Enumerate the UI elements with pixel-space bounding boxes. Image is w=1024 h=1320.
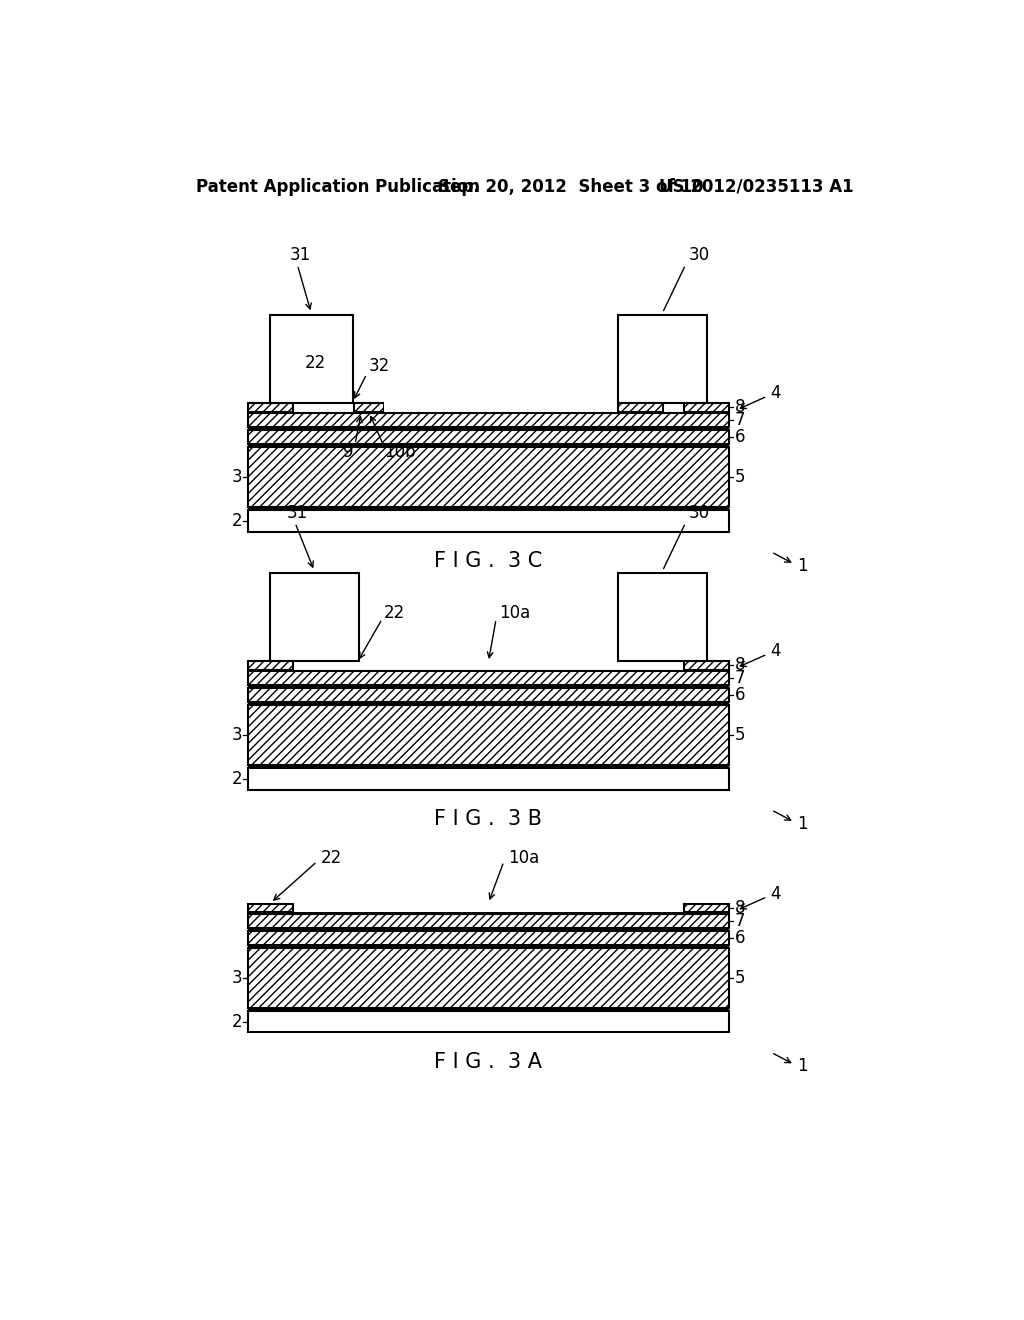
Text: 8: 8 (735, 656, 745, 675)
Text: Patent Application Publication: Patent Application Publication (197, 178, 480, 195)
Text: F I G .  3 C: F I G . 3 C (434, 552, 543, 572)
Bar (270, 314, 352, 404)
Bar (248, 412, 729, 413)
Bar (248, 444, 729, 447)
Text: F I G .  3 A: F I G . 3 A (434, 1052, 543, 1072)
Bar (248, 685, 729, 688)
Text: 31: 31 (287, 504, 308, 521)
Text: 5: 5 (735, 969, 745, 986)
Text: 31: 31 (290, 246, 311, 264)
Text: 2: 2 (231, 1012, 242, 1031)
Bar (248, 428, 729, 430)
Bar (248, 661, 293, 669)
Text: 4: 4 (770, 642, 781, 660)
Text: 6: 6 (735, 929, 745, 946)
Bar (248, 768, 729, 789)
Bar (684, 904, 729, 912)
Bar (248, 447, 729, 507)
Bar (248, 511, 729, 532)
Bar (248, 766, 729, 768)
Bar (248, 912, 729, 913)
Text: 5: 5 (735, 726, 745, 744)
Bar (248, 904, 293, 912)
Text: 22: 22 (304, 354, 326, 372)
Bar (248, 413, 729, 428)
Bar (248, 669, 729, 671)
Bar (248, 688, 729, 702)
Bar (248, 931, 729, 945)
Text: 6: 6 (735, 686, 745, 704)
Bar (248, 945, 729, 948)
Text: 2: 2 (231, 770, 242, 788)
Text: 10b: 10b (385, 442, 416, 461)
Text: 7: 7 (735, 669, 745, 688)
Text: 6: 6 (735, 428, 745, 446)
Bar (248, 507, 729, 511)
Text: Sep. 20, 2012  Sheet 3 of 10: Sep. 20, 2012 Sheet 3 of 10 (438, 178, 703, 195)
Text: 5: 5 (735, 469, 745, 486)
Bar (248, 1007, 729, 1011)
Bar (248, 705, 729, 766)
Bar (617, 573, 707, 661)
Text: 22: 22 (384, 605, 406, 623)
Text: 22: 22 (321, 849, 342, 866)
Text: 8: 8 (735, 399, 745, 417)
Bar (248, 1011, 729, 1032)
Text: 3: 3 (231, 969, 242, 986)
Text: US 2012/0235113 A1: US 2012/0235113 A1 (658, 178, 853, 195)
Text: F I G .  3 B: F I G . 3 B (434, 809, 543, 829)
Bar (354, 404, 384, 412)
Text: 4: 4 (770, 884, 781, 903)
Bar (248, 404, 293, 412)
Text: 10a: 10a (508, 849, 539, 866)
Bar (248, 948, 729, 1007)
Bar (248, 928, 729, 931)
Text: 3: 3 (231, 469, 242, 486)
Text: 32: 32 (369, 358, 389, 375)
Bar (684, 661, 729, 669)
Bar (384, 401, 617, 412)
Text: 8: 8 (735, 899, 745, 917)
Bar (248, 702, 729, 705)
Bar (248, 672, 729, 685)
Bar (617, 314, 707, 404)
Bar (248, 430, 729, 444)
Text: 30: 30 (689, 504, 710, 521)
Bar (270, 573, 359, 661)
Bar (248, 913, 729, 928)
Text: 7: 7 (735, 912, 745, 929)
Text: 4: 4 (770, 384, 781, 403)
Text: 7: 7 (735, 412, 745, 429)
Bar (684, 404, 729, 412)
Text: 1: 1 (797, 1057, 808, 1076)
Text: 3: 3 (231, 726, 242, 744)
Text: 1: 1 (797, 557, 808, 574)
Text: 10a: 10a (500, 605, 530, 623)
Text: 2: 2 (231, 512, 242, 531)
Text: 1: 1 (797, 814, 808, 833)
Bar (617, 404, 663, 412)
Text: 9: 9 (343, 442, 353, 461)
Text: 30: 30 (689, 246, 710, 264)
